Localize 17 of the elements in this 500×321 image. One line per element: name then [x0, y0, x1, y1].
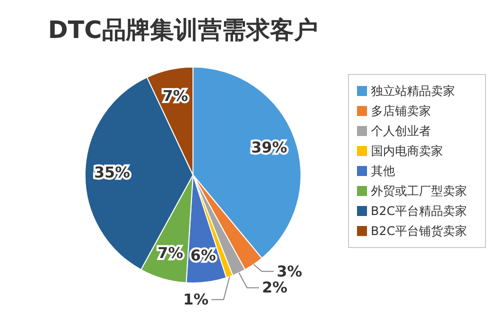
legend-label: B2C平台铺货卖家 [370, 224, 467, 238]
data-label: 3% [276, 262, 302, 280]
legend-label: 多店铺卖家 [370, 104, 431, 118]
data-label: 39% [251, 138, 288, 157]
data-label: 1% [183, 290, 209, 309]
legend-label: B2C平台精品卖家 [370, 204, 467, 218]
data-label: 35% [94, 163, 130, 182]
data-label: 6% [190, 246, 216, 264]
chart-title: DTC品牌集训营需求客户 [48, 15, 318, 46]
legend-label: 其他 [370, 164, 395, 178]
legend-label: 国内电商卖家 [370, 144, 443, 158]
data-label: 7% [158, 244, 184, 262]
data-label: 7% [162, 86, 188, 105]
legend-label: 独立站精品卖家 [370, 84, 455, 98]
legend-label: 个人创业者 [370, 124, 431, 138]
legend-label: 外贸或工厂型卖家 [370, 184, 467, 198]
data-label: 2% [262, 278, 288, 297]
